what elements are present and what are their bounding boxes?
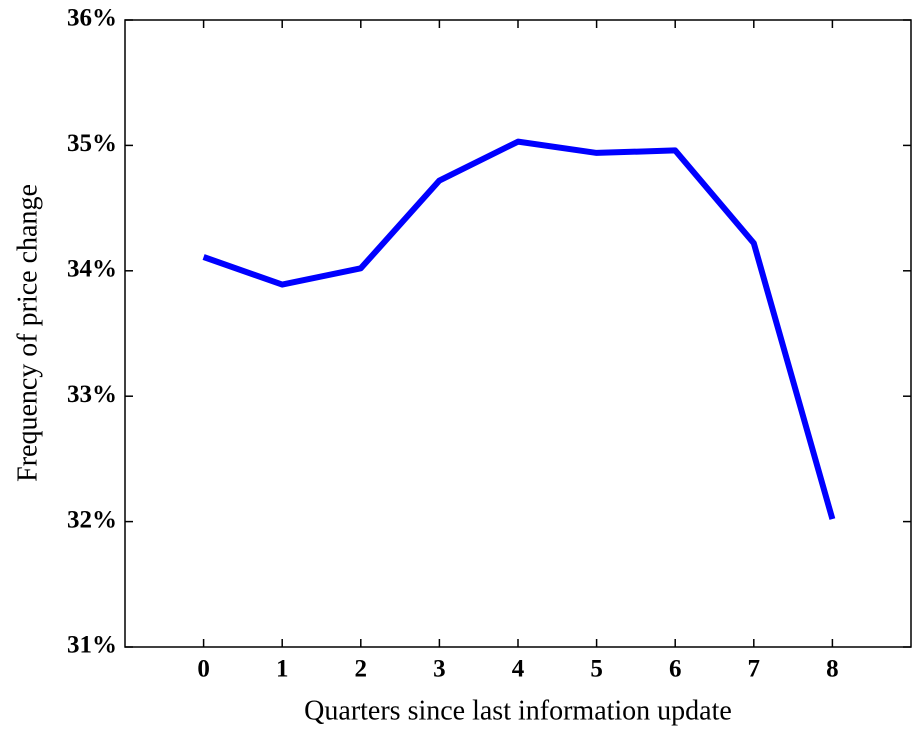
y-tick-label: 31% [67,632,117,659]
x-tick-label: 7 [748,656,761,683]
y-axis-label: Frequency of price change [12,184,43,482]
x-tick-label: 5 [590,656,603,683]
data-line [202,138,836,520]
y-tick-label: 34% [67,256,117,283]
y-tick-label: 36% [67,5,117,32]
x-tick-label: 0 [197,656,210,683]
x-tick-label: 3 [433,656,446,683]
y-tick-label: 33% [67,381,117,408]
x-tick-label: 1 [276,656,289,683]
x-tick-label: 2 [355,656,368,683]
x-axis-label: Quarters since last information update [304,695,732,726]
x-tick-label: 4 [512,656,525,683]
plot-frame [124,19,912,648]
x-tick-label: 6 [669,656,682,683]
y-tick-label: 35% [67,130,117,157]
y-tick-label: 32% [67,506,117,533]
x-tick-label: 8 [826,656,839,683]
